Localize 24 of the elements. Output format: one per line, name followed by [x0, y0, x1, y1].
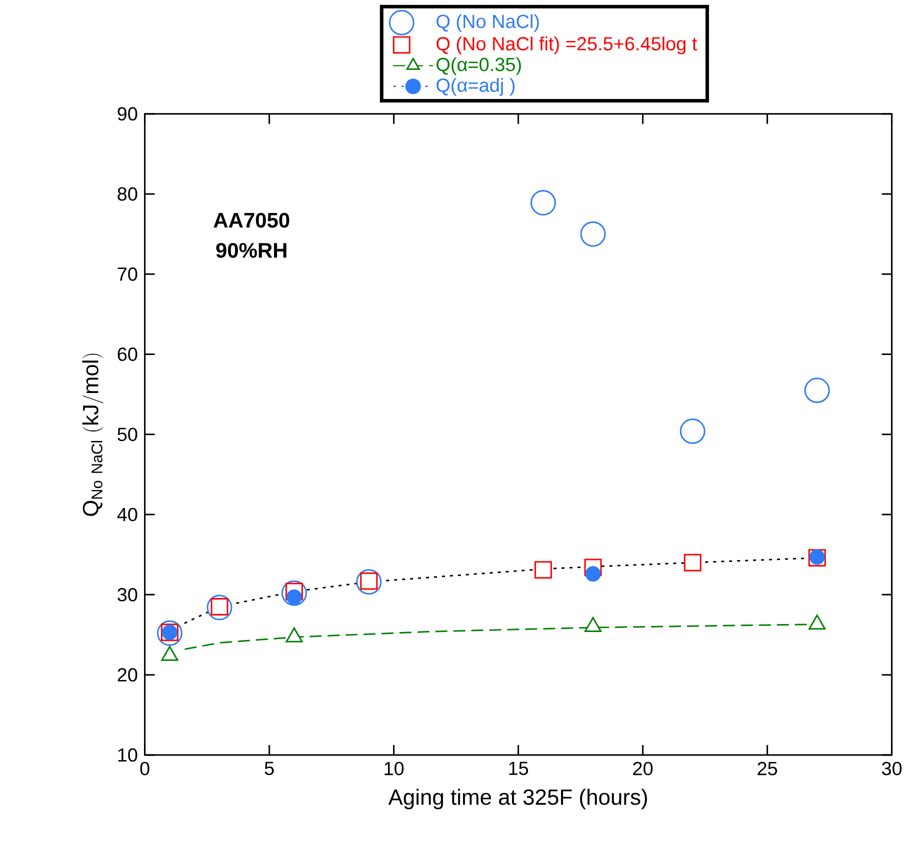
annotation: AA7050: [214, 212, 290, 228]
x-tick-label: 5: [264, 762, 274, 776]
y-tick-label: 60: [118, 348, 138, 362]
annotation: 90%RH: [216, 243, 286, 258]
y-tick-label: 70: [118, 267, 138, 281]
x-tick-label: 20: [633, 762, 653, 776]
y-tick-label: 10: [118, 748, 138, 762]
legend-label: Q (No NaCl): [436, 14, 539, 32]
y-tick-label: 20: [118, 668, 138, 682]
y-tick-label: 50: [118, 428, 138, 442]
y-tick-label: 40: [117, 508, 138, 522]
y-tick-label: 30: [118, 588, 138, 602]
legend-label: Q(α=0.35): [436, 57, 521, 76]
y-tick-label: 80: [118, 187, 138, 201]
x-tick-label: 15: [509, 762, 528, 776]
legend-label: Q(α=adj ): [436, 78, 515, 96]
x-tick-label: 10: [384, 762, 404, 776]
x-tick-label: 25: [758, 762, 778, 776]
y-tick-label: 90: [118, 107, 138, 121]
x-tick-label: 0: [140, 762, 150, 776]
x-tick-label: 30: [882, 762, 902, 776]
legend-label: Q (No NaCl fit) =25.5+6.45log t: [436, 36, 698, 54]
y-axis-title: $\mathrm{Q_{No\ NaCl}\ (kJ/mol)}$: [82, 354, 104, 516]
x-axis-title: Aging time at 325F (hours): [388, 788, 647, 810]
